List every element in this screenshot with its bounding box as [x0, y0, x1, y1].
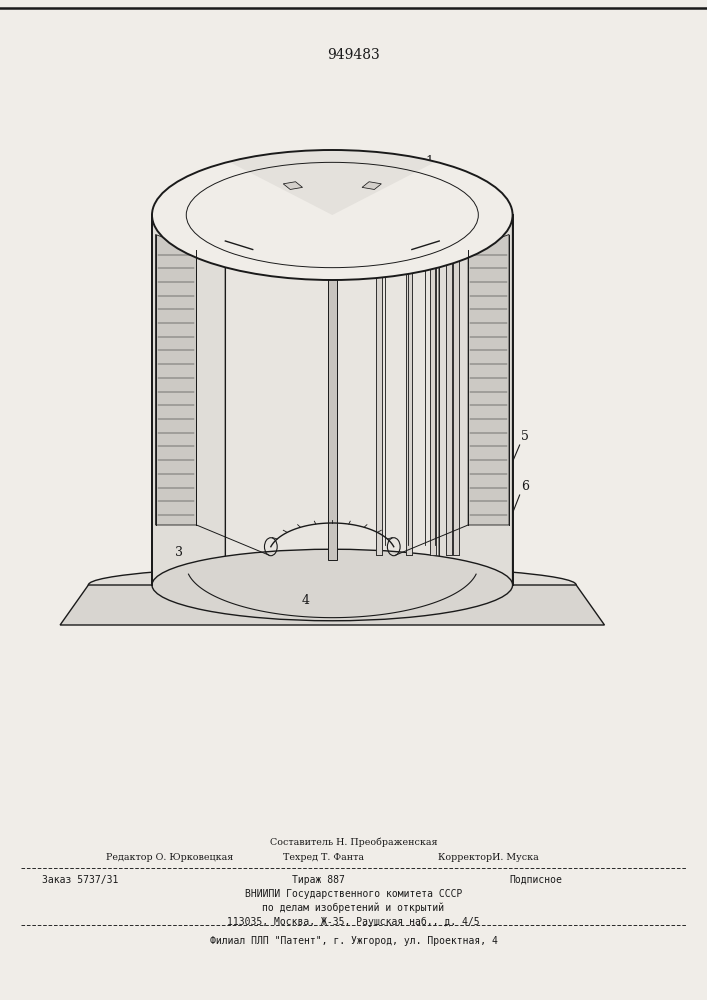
Polygon shape: [446, 235, 452, 555]
Polygon shape: [468, 234, 509, 525]
Text: КорректорИ. Муска: КорректорИ. Муска: [438, 854, 539, 862]
Polygon shape: [328, 225, 337, 560]
Text: Редактор О. Юрковецкая: Редактор О. Юрковецкая: [106, 854, 233, 862]
Polygon shape: [152, 162, 513, 280]
Ellipse shape: [88, 566, 576, 604]
Polygon shape: [284, 182, 303, 189]
Text: 113035, Москва, Ж-35, Раушская наб., д. 4/5: 113035, Москва, Ж-35, Раушская наб., д. …: [227, 917, 480, 927]
Text: 5: 5: [521, 430, 529, 443]
Polygon shape: [405, 185, 431, 195]
Polygon shape: [453, 217, 459, 555]
Polygon shape: [463, 202, 493, 211]
Polygon shape: [440, 192, 470, 202]
Text: Подписное: Подписное: [509, 875, 562, 885]
Polygon shape: [406, 255, 411, 555]
Polygon shape: [453, 223, 459, 555]
Text: 4: 4: [301, 594, 309, 607]
Text: 6: 6: [521, 480, 529, 493]
Polygon shape: [376, 179, 382, 555]
Polygon shape: [362, 182, 381, 189]
Polygon shape: [204, 230, 233, 240]
Text: 949483: 949483: [327, 48, 380, 62]
Text: Составитель Н. Преображенская: Составитель Н. Преображенская: [269, 837, 438, 847]
Polygon shape: [152, 215, 513, 585]
Polygon shape: [233, 185, 259, 195]
Ellipse shape: [152, 549, 513, 621]
Polygon shape: [176, 222, 206, 231]
Polygon shape: [432, 230, 461, 240]
Polygon shape: [376, 261, 382, 555]
Polygon shape: [406, 185, 411, 555]
Polygon shape: [430, 246, 436, 555]
Text: 3: 3: [175, 546, 183, 559]
Polygon shape: [395, 237, 419, 246]
Text: Заказ 5737/31: Заказ 5737/31: [42, 875, 119, 885]
Polygon shape: [166, 212, 194, 221]
Polygon shape: [458, 222, 489, 231]
Polygon shape: [430, 194, 436, 555]
Polygon shape: [152, 215, 226, 585]
Polygon shape: [172, 202, 201, 211]
Polygon shape: [471, 212, 498, 221]
Text: 2: 2: [450, 187, 458, 200]
Text: 1: 1: [426, 155, 433, 168]
Text: Филиал ПЛП "Патент", г. Ужгород, ул. Проектная, 4: Филиал ПЛП "Патент", г. Ужгород, ул. Про…: [209, 936, 498, 946]
Polygon shape: [298, 241, 315, 249]
Ellipse shape: [152, 150, 513, 280]
Polygon shape: [156, 234, 197, 525]
Polygon shape: [446, 205, 452, 555]
Polygon shape: [60, 585, 604, 625]
Polygon shape: [349, 241, 366, 249]
Text: Техред Т. Фанта: Техред Т. Фанта: [283, 854, 364, 862]
Polygon shape: [194, 192, 224, 202]
Polygon shape: [439, 215, 513, 585]
Text: Тираж 887: Тираж 887: [292, 875, 344, 885]
Text: ВНИИПИ Государственного комитета СССР: ВНИИПИ Государственного комитета СССР: [245, 889, 462, 899]
Text: по делам изобретений и открытий: по делам изобретений и открытий: [262, 903, 445, 913]
Polygon shape: [246, 237, 270, 246]
